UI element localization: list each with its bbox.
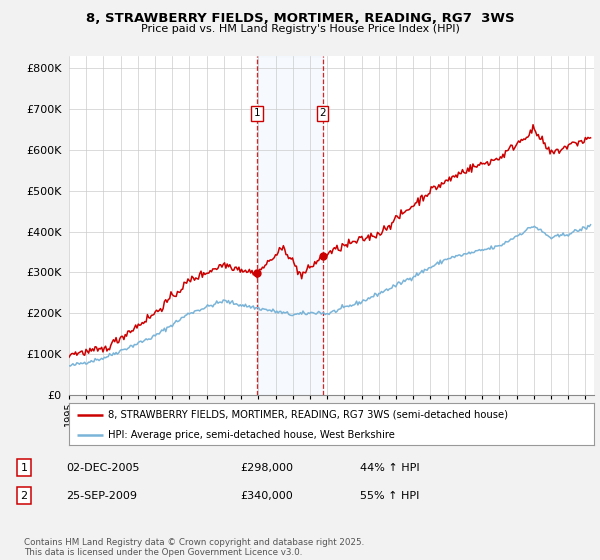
Text: 8, STRAWBERRY FIELDS, MORTIMER, READING, RG7  3WS: 8, STRAWBERRY FIELDS, MORTIMER, READING,… [86,12,514,25]
Text: Price paid vs. HM Land Registry's House Price Index (HPI): Price paid vs. HM Land Registry's House … [140,24,460,34]
Text: 44% ↑ HPI: 44% ↑ HPI [360,463,419,473]
Text: 8, STRAWBERRY FIELDS, MORTIMER, READING, RG7 3WS (semi-detached house): 8, STRAWBERRY FIELDS, MORTIMER, READING,… [109,410,508,420]
Text: 02-DEC-2005: 02-DEC-2005 [66,463,139,473]
Text: 2: 2 [319,108,326,118]
Text: Contains HM Land Registry data © Crown copyright and database right 2025.
This d: Contains HM Land Registry data © Crown c… [24,538,364,557]
Text: 1: 1 [20,463,28,473]
Text: £298,000: £298,000 [240,463,293,473]
Text: 55% ↑ HPI: 55% ↑ HPI [360,491,419,501]
Bar [257,56,323,395]
Text: £340,000: £340,000 [240,491,293,501]
Text: HPI: Average price, semi-detached house, West Berkshire: HPI: Average price, semi-detached house,… [109,430,395,440]
Text: 2: 2 [20,491,28,501]
Text: 1: 1 [254,108,260,118]
Text: 25-SEP-2009: 25-SEP-2009 [66,491,137,501]
